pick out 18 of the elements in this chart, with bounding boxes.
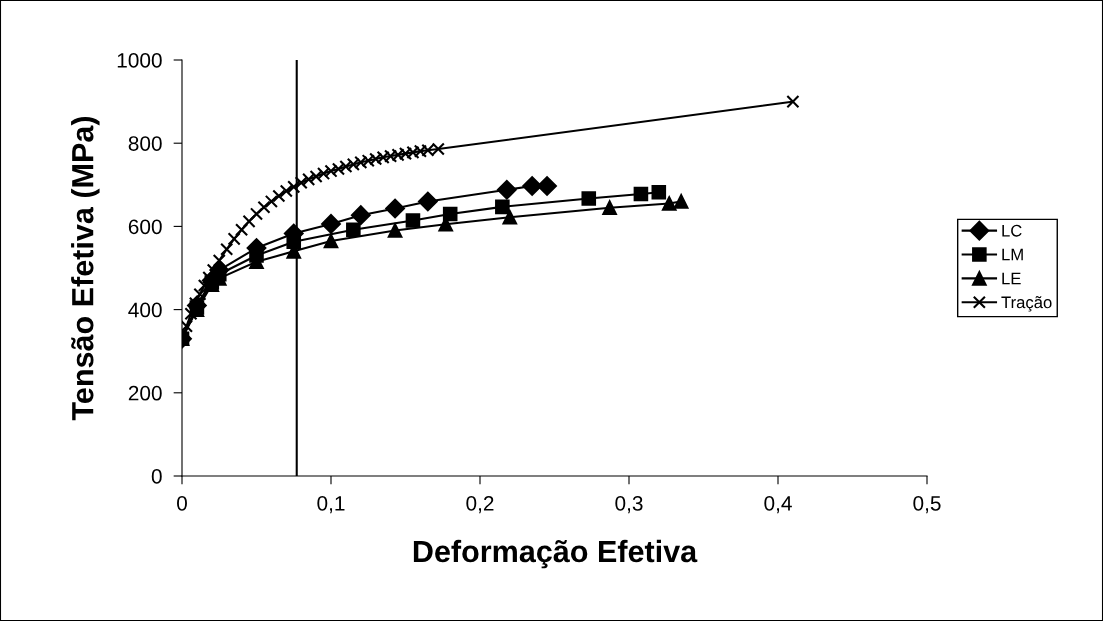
legend-label: Tração	[1001, 296, 1052, 312]
legend-label: LM	[1002, 248, 1023, 261]
y-tick-label: 0	[151, 469, 162, 484]
legend-label: LE	[1002, 272, 1021, 285]
y-tick-label: 1000	[117, 53, 162, 68]
x-tick-label: 0,5	[913, 495, 941, 514]
x-tick-label: 0	[177, 495, 187, 511]
x-tick-label: 0,3	[615, 495, 643, 514]
y-axis-title: Tensão Efetiva (MPa)	[71, 116, 100, 421]
x-tick-label: 0,4	[764, 495, 792, 514]
x-axis-title: Deformação Efetiva	[413, 539, 698, 569]
y-tick-label: 800	[128, 136, 162, 151]
y-tick-label: 400	[128, 302, 162, 318]
x-tick-label: 0,1	[317, 495, 345, 514]
x-tick-label: 0,2	[466, 495, 494, 514]
y-tick-label: 600	[128, 219, 162, 235]
legend-label: LC	[1002, 224, 1022, 237]
y-tick-label: 200	[128, 385, 162, 401]
